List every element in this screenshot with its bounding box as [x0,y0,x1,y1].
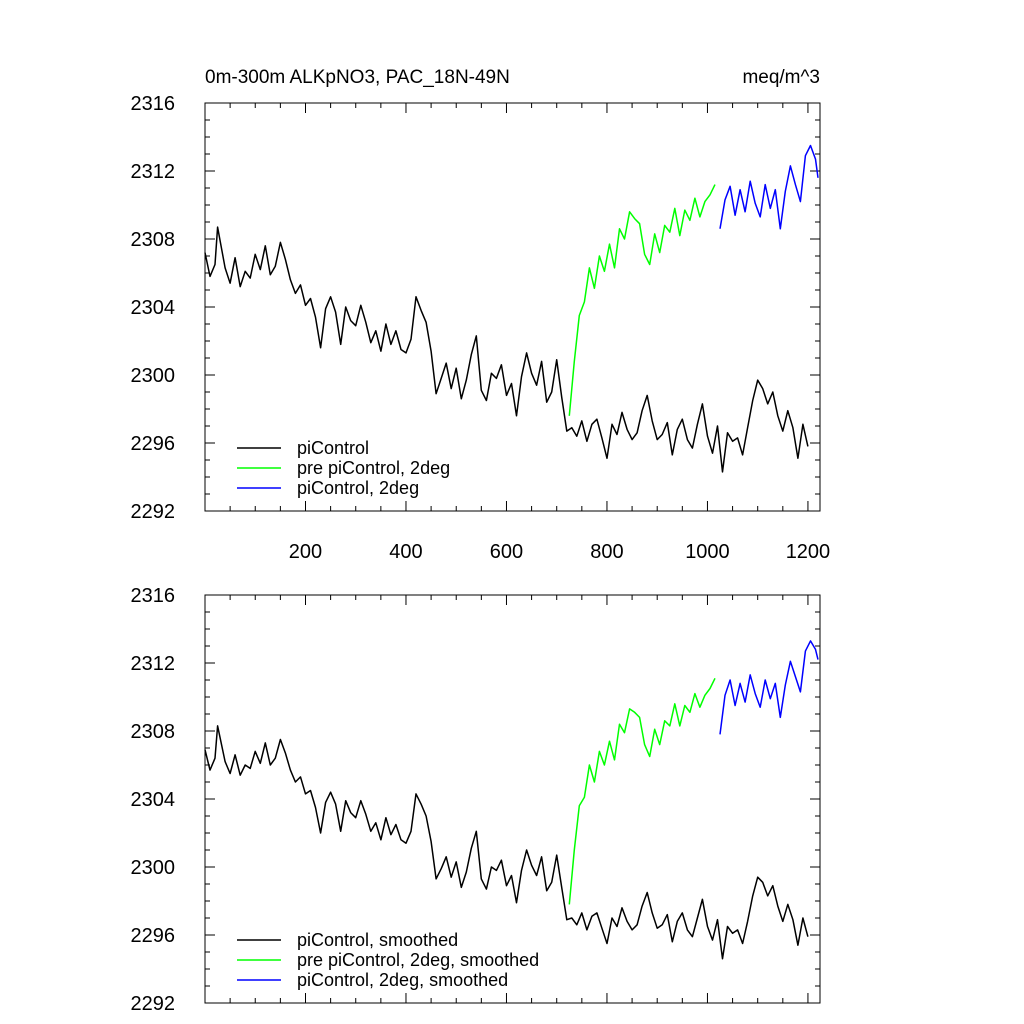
top-panel: 0m-300m ALKpNO3, PAC_18N-49N meq/m^3 2292 2… [131,67,831,563]
series-line-picontrol-2deg [719,144,819,230]
y-tick-label: 2300 [131,365,176,387]
y-tick-label: 2316 [131,93,176,115]
x-tick-label: 1200 [786,541,831,563]
y-tick-label: 2296 [131,433,176,455]
series-line-pre-picontrol-2deg [568,184,716,416]
y-tick-label: 2304 [131,297,176,319]
y-tick-label: 2312 [131,161,176,183]
legend-label: piControl, 2deg [297,478,419,498]
x-tick-label: 600 [490,541,523,563]
y-tick-label: 2308 [131,229,176,251]
x-tick-label: 400 [389,541,422,563]
y-tick-label: 2292 [131,501,176,523]
series-line-pre-picontrol-2deg-smoothed [568,677,716,905]
x-tick-label: 800 [590,541,623,563]
y-tick-label: 2308 [131,721,176,743]
series-line-picontrol-smoothed [204,725,809,960]
y-tick-label: 2300 [131,857,176,879]
legend-label: piControl, smoothed [297,930,458,950]
legend-label: piControl, 2deg, smoothed [297,970,508,990]
bottom-panel: 2292 2296 2300 2304 2308 2312 2316 piControl, s… [131,585,821,1015]
series-line-picontrol [204,226,809,473]
legend-label: piControl [297,438,369,458]
x-tick-label: 1000 [685,541,730,563]
units-label: meq/m^3 [742,67,820,88]
chart-title: 0m-300m ALKpNO3, PAC_18N-49N [205,67,510,88]
series-line-picontrol-2deg-smoothed [719,640,819,735]
y-tick-label: 2316 [131,585,176,607]
legend-label: pre piControl, 2deg, smoothed [297,950,539,970]
legend-label: pre piControl, 2deg [297,458,450,478]
y-tick-label: 2312 [131,653,176,675]
x-tick-label: 200 [289,541,322,563]
y-tick-label: 2296 [131,925,176,947]
y-tick-label: 2292 [131,993,176,1015]
y-tick-label: 2304 [131,789,176,811]
